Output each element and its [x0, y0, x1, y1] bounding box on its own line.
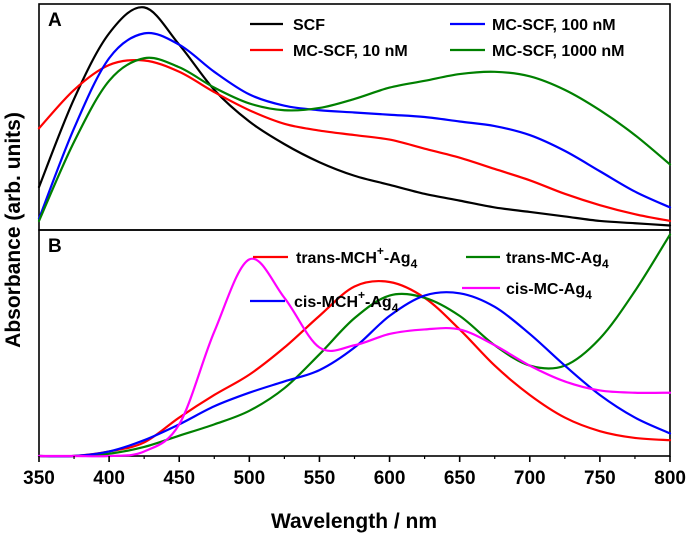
- legend-label-mc-1000: MC-SCF, 1000 nM: [492, 43, 624, 60]
- x-axis-ticks: 350 400 450 500 550 600 650 700 750 800: [23, 456, 686, 489]
- legend-label-trans-mc: trans-MC-Ag4: [506, 250, 609, 271]
- series-line-a-mc-scf-10-nm: [37, 58, 672, 223]
- x-tick-label: 550: [304, 468, 336, 489]
- panel-a-label: A: [48, 10, 62, 31]
- panel-b-curves: [37, 233, 672, 458]
- legend-label-trans-mch: trans-MCH+-Ag4: [296, 244, 418, 271]
- series-line-b-trans-mch-ag4: [37, 279, 672, 458]
- legend-label-mc-100: MC-SCF, 100 nM: [492, 17, 616, 34]
- x-tick-label: 450: [163, 468, 195, 489]
- series-line-b-cis-mch-ag4: [37, 291, 672, 458]
- x-axis-label: Wavelength / nm: [271, 510, 437, 533]
- legend-label-scf: SCF: [293, 17, 325, 34]
- legend-panel-a: SCF MC-SCF, 100 nM MC-SCF, 10 nM MC-SCF,…: [250, 17, 624, 60]
- series-line-a-scf: [37, 6, 672, 227]
- series-line-b-cis-mc-ag4: [37, 257, 672, 458]
- series-line-a-mc-scf-1000-nm: [37, 56, 672, 223]
- series-line-a-mc-scf-100-nm: [37, 31, 672, 220]
- x-tick-label: 650: [444, 468, 476, 489]
- x-tick-label: 600: [374, 468, 406, 489]
- y-axis-label: Absorbance (arb. units): [2, 112, 25, 348]
- x-tick-label: 800: [654, 468, 686, 489]
- panel-b-label: B: [48, 236, 62, 257]
- x-tick-label: 700: [514, 468, 546, 489]
- legend-label-cis-mc: cis-MC-Ag4: [506, 281, 592, 302]
- x-tick-label: 400: [93, 468, 125, 489]
- x-tick-label: 750: [584, 468, 616, 489]
- legend-label-cis-mch: cis-MCH+-Ag4: [294, 288, 399, 315]
- x-tick-label: 500: [233, 468, 265, 489]
- legend-panel-b: trans-MCH+-Ag4 trans-MC-Ag4 cis-MC-Ag4 c…: [250, 244, 609, 315]
- legend-label-mc-10: MC-SCF, 10 nM: [293, 43, 408, 60]
- x-tick-label: 350: [23, 468, 55, 489]
- panel-a-curves: [37, 6, 672, 227]
